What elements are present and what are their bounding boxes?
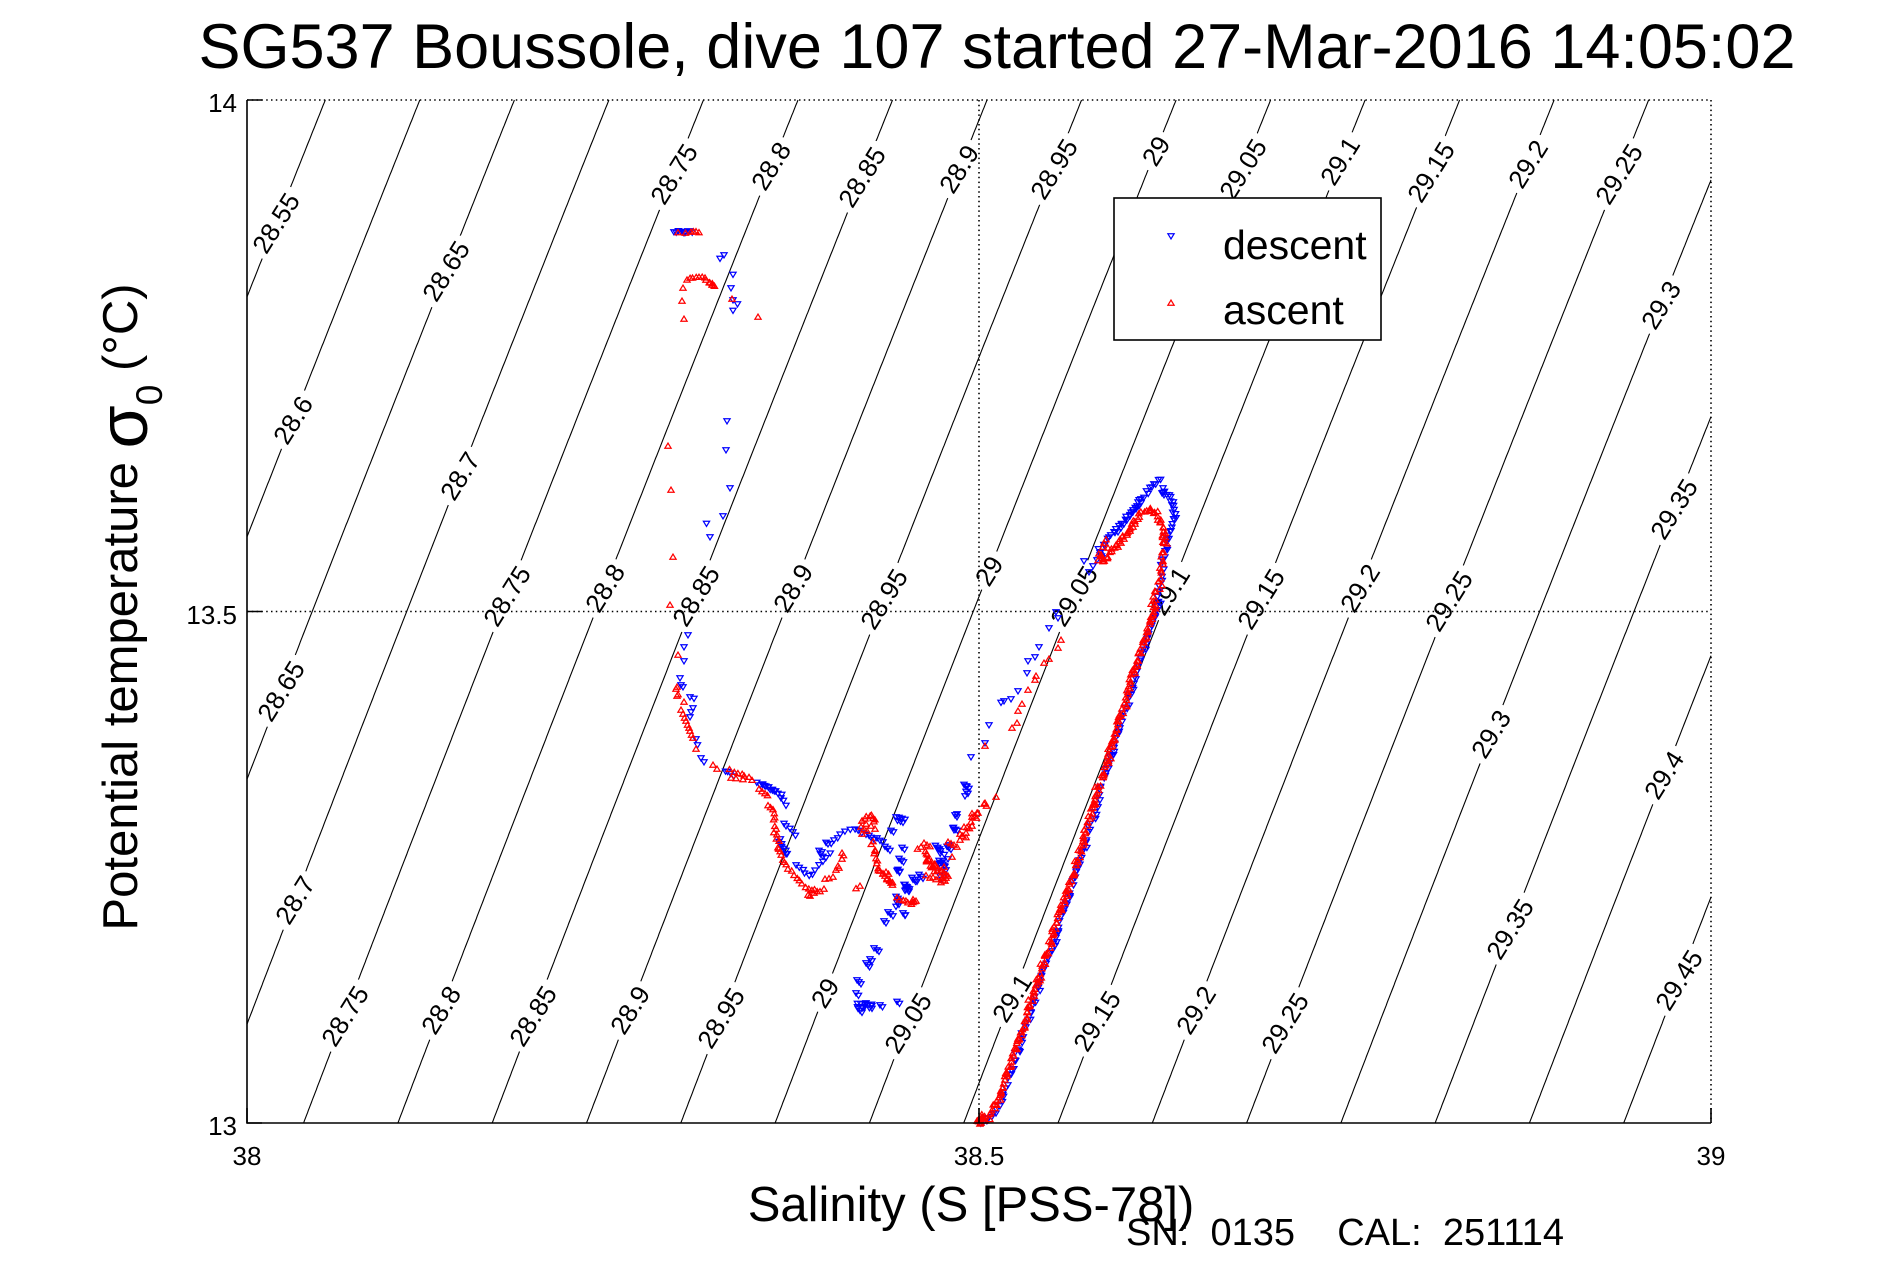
svg-text:13: 13 [208, 1111, 237, 1141]
svg-text:39: 39 [1697, 1141, 1726, 1171]
svg-text:13.5: 13.5 [186, 600, 237, 630]
svg-text:Salinity (S [PSS-78]): Salinity (S [PSS-78]) [748, 1178, 1195, 1232]
svg-text:ascent: ascent [1223, 287, 1344, 333]
svg-text:14: 14 [208, 88, 237, 118]
svg-text:SG537 Boussole, dive 107 start: SG537 Boussole, dive 107 started 27-Mar-… [198, 12, 1795, 82]
svg-text:SN: 0135 CAL: 251114: SN: 0135 CAL: 251114 [1126, 1212, 1564, 1254]
svg-text:38: 38 [233, 1141, 262, 1171]
svg-text:descent: descent [1223, 222, 1367, 268]
svg-text:38.5: 38.5 [954, 1141, 1005, 1171]
